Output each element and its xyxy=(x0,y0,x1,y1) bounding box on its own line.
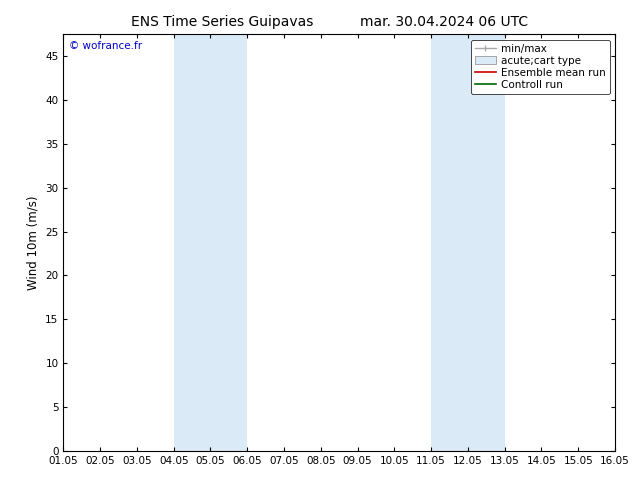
Text: ENS Time Series Guipavas: ENS Time Series Guipavas xyxy=(131,15,313,29)
Legend: min/max, acute;cart type, Ensemble mean run, Controll run: min/max, acute;cart type, Ensemble mean … xyxy=(470,40,610,94)
Text: © wofrance.fr: © wofrance.fr xyxy=(69,41,142,50)
Bar xyxy=(210,34,247,451)
Bar xyxy=(468,34,505,451)
Bar xyxy=(174,34,210,451)
Y-axis label: Wind 10m (m/s): Wind 10m (m/s) xyxy=(27,196,40,290)
Text: mar. 30.04.2024 06 UTC: mar. 30.04.2024 06 UTC xyxy=(359,15,528,29)
Bar xyxy=(431,34,468,451)
